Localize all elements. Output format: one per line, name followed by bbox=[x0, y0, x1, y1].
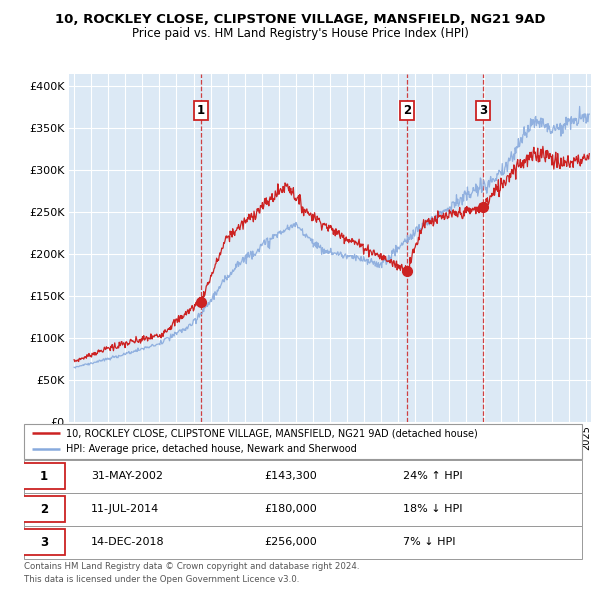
Text: 7% ↓ HPI: 7% ↓ HPI bbox=[403, 537, 456, 547]
Text: 14-DEC-2018: 14-DEC-2018 bbox=[91, 537, 164, 547]
Text: 2: 2 bbox=[403, 104, 412, 117]
Text: £180,000: £180,000 bbox=[264, 504, 317, 514]
Text: 18% ↓ HPI: 18% ↓ HPI bbox=[403, 504, 463, 514]
FancyBboxPatch shape bbox=[23, 496, 65, 522]
FancyBboxPatch shape bbox=[23, 463, 65, 489]
Text: £143,300: £143,300 bbox=[264, 471, 317, 481]
Text: This data is licensed under the Open Government Licence v3.0.: This data is licensed under the Open Gov… bbox=[24, 575, 299, 584]
Text: 10, ROCKLEY CLOSE, CLIPSTONE VILLAGE, MANSFIELD, NG21 9AD: 10, ROCKLEY CLOSE, CLIPSTONE VILLAGE, MA… bbox=[55, 13, 545, 26]
Text: HPI: Average price, detached house, Newark and Sherwood: HPI: Average price, detached house, Newa… bbox=[66, 444, 356, 454]
Text: 11-JUL-2014: 11-JUL-2014 bbox=[91, 504, 159, 514]
Text: 1: 1 bbox=[197, 104, 205, 117]
Text: 10, ROCKLEY CLOSE, CLIPSTONE VILLAGE, MANSFIELD, NG21 9AD (detached house): 10, ROCKLEY CLOSE, CLIPSTONE VILLAGE, MA… bbox=[66, 428, 478, 438]
Text: Price paid vs. HM Land Registry's House Price Index (HPI): Price paid vs. HM Land Registry's House … bbox=[131, 27, 469, 40]
Text: Contains HM Land Registry data © Crown copyright and database right 2024.: Contains HM Land Registry data © Crown c… bbox=[24, 562, 359, 571]
Text: 31-MAY-2002: 31-MAY-2002 bbox=[91, 471, 163, 481]
FancyBboxPatch shape bbox=[23, 529, 65, 555]
Text: £256,000: £256,000 bbox=[264, 537, 317, 547]
Text: 2: 2 bbox=[40, 503, 48, 516]
Text: 3: 3 bbox=[479, 104, 487, 117]
Text: 1: 1 bbox=[40, 470, 48, 483]
Text: 3: 3 bbox=[40, 536, 48, 549]
Text: 24% ↑ HPI: 24% ↑ HPI bbox=[403, 471, 463, 481]
